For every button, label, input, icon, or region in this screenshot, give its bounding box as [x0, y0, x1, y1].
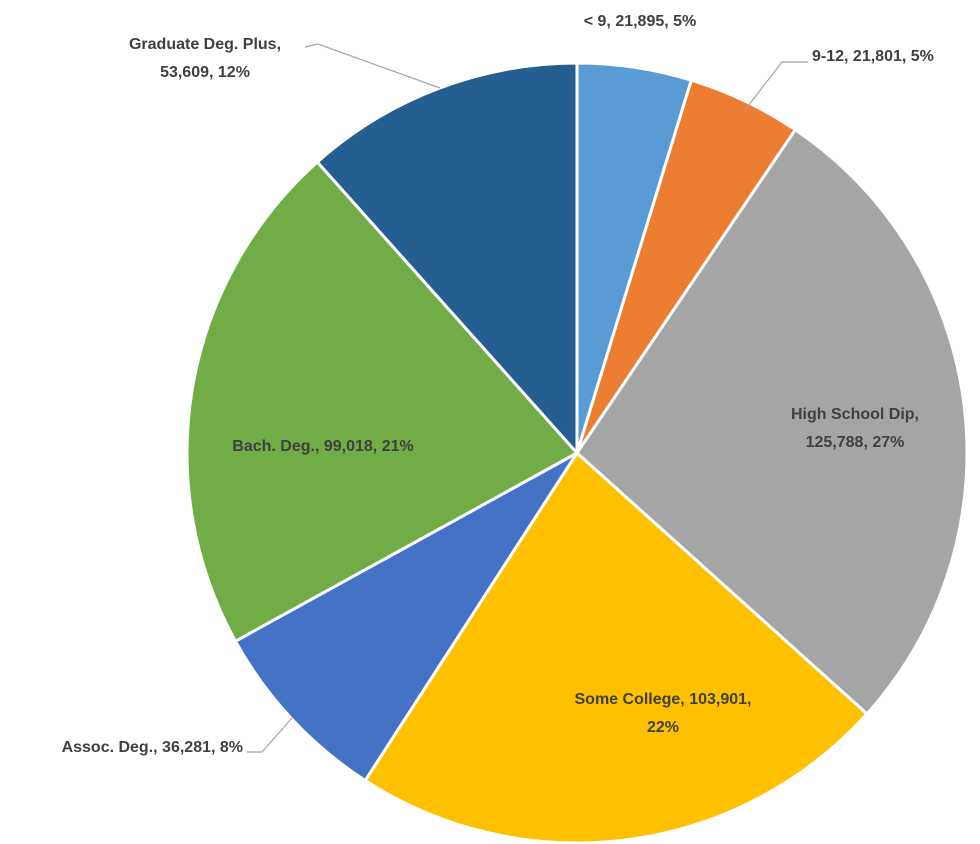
leader-line — [247, 717, 293, 753]
label-part: 8% — [220, 739, 243, 756]
label-part: 103,901, — [689, 691, 751, 708]
pie-slice — [363, 450, 870, 844]
data-label: Assoc. Deg., 36,281, 8% — [62, 739, 243, 756]
label-part: Bach. Deg., — [232, 438, 324, 455]
label-part: 21% — [382, 438, 414, 455]
label-part: 5% — [911, 48, 934, 65]
label-part: 125,788, — [806, 434, 873, 451]
leader-line — [744, 61, 808, 111]
pie-slice — [575, 127, 969, 716]
pie-slice — [185, 159, 580, 644]
label-part: 5% — [673, 13, 696, 30]
label-part: Assoc. Deg., — [62, 739, 162, 756]
data-label: < 9, 21,895, 5% — [584, 13, 697, 30]
leader-line — [304, 43, 441, 89]
label-part: < 9, — [584, 13, 616, 30]
pie-slice — [315, 61, 579, 457]
label-part: 9-12, — [812, 48, 853, 65]
label-part: 12% — [218, 64, 250, 81]
data-label: Bach. Deg., 99,018, 21% — [232, 438, 413, 455]
label-part: Graduate Deg. Plus, — [129, 36, 281, 53]
label-part: 36,281, — [162, 739, 220, 756]
label-part: 99,018, — [324, 438, 382, 455]
label-part: 22% — [647, 719, 679, 736]
data-label: 9-12, 21,801, 5% — [812, 48, 934, 65]
data-label: High School Dip, 125,788, 27% — [791, 406, 919, 451]
label-part: 27% — [872, 434, 904, 451]
label-part: 53,609, — [160, 64, 218, 81]
label-part: Some College, — [575, 691, 690, 708]
label-part: High School Dip, — [791, 406, 919, 423]
data-label: Some College, 103,901, 22% — [575, 691, 752, 736]
label-part: 21,895, — [615, 13, 673, 30]
label-part: 21,801, — [853, 48, 911, 65]
data-label: Graduate Deg. Plus, 53,609, 12% — [129, 36, 281, 81]
